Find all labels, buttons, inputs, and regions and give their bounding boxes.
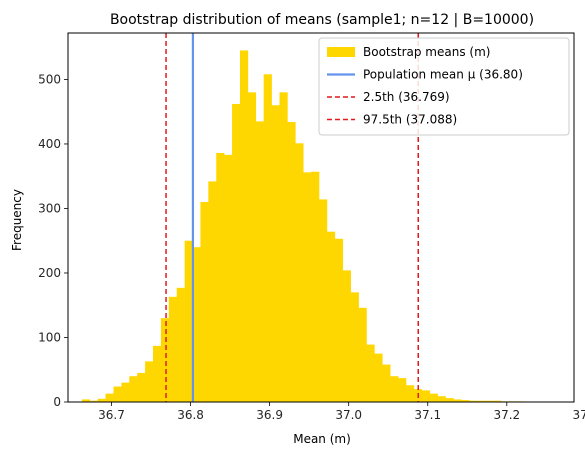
- histogram-bar: [247, 92, 257, 403]
- histogram-bar: [97, 398, 106, 402]
- histogram-bar: [366, 344, 375, 402]
- histogram-bar: [184, 240, 193, 402]
- histogram-bar: [271, 105, 280, 403]
- x-axis-label: Mean (m): [293, 432, 351, 446]
- histogram-bar: [224, 154, 233, 402]
- x-axis: 36.7 36.8 36.9 37.0 37.1 37.2 37.3: [98, 402, 585, 422]
- legend-label: 97.5th (37.088): [363, 113, 457, 127]
- histogram-bar: [160, 318, 170, 402]
- histogram-bar: [263, 74, 272, 402]
- histogram-bar: [398, 378, 407, 402]
- histogram-bar: [350, 292, 359, 402]
- histogram-bar: [200, 202, 209, 402]
- reference-lines: [165, 33, 419, 402]
- histogram-bar: [382, 364, 391, 402]
- histogram-bar: [89, 400, 98, 402]
- histogram-bar: [319, 199, 328, 402]
- histogram-bar: [492, 400, 502, 402]
- histogram-bar: [216, 152, 225, 402]
- y-tick-label: 300: [38, 201, 61, 215]
- x-tick-label: 36.8: [177, 408, 204, 422]
- histogram-bars: [81, 50, 525, 403]
- y-tick-label: 500: [38, 72, 61, 86]
- legend: Bootstrap means (m) Population mean μ (36…: [318, 37, 570, 136]
- histogram-bar: [81, 399, 91, 402]
- histogram-bar: [358, 307, 367, 402]
- histogram-bar: [176, 287, 185, 402]
- histogram-bar: [342, 270, 351, 402]
- legend-label: Population mean μ (36.80): [363, 68, 523, 82]
- histogram-bar: [469, 400, 478, 402]
- histogram-bar: [311, 171, 320, 402]
- legend-box: [318, 37, 570, 136]
- histogram-bar: [461, 400, 470, 402]
- chart-title: Bootstrap distribution of means (sample1…: [110, 12, 534, 28]
- histogram-bar: [390, 376, 399, 402]
- histogram-bar: [239, 50, 249, 402]
- histogram-bar: [477, 400, 486, 402]
- histogram-bar: [326, 231, 336, 402]
- y-tick-label: 0: [53, 395, 61, 409]
- histogram-bar: [485, 400, 494, 402]
- legend-swatch: [327, 47, 355, 57]
- histogram-bar: [287, 122, 296, 402]
- y-axis-label: Frequency: [10, 189, 24, 251]
- histogram-bar: [255, 121, 264, 403]
- histogram-bar: [113, 386, 122, 402]
- histogram-bar: [374, 353, 383, 402]
- legend-label: 2.5th (36.769): [363, 90, 450, 104]
- histogram-bar: [429, 393, 438, 402]
- histogram-bar: [152, 345, 162, 402]
- histogram-bar: [105, 393, 114, 402]
- y-tick-label: 100: [38, 330, 61, 344]
- histogram-bar: [208, 181, 217, 402]
- x-tick-label: 37.0: [335, 408, 362, 422]
- y-axis: 0 100 200 300 400 500: [38, 72, 68, 409]
- histogram-bar: [121, 382, 130, 402]
- histogram-bar: [129, 376, 138, 402]
- x-axis-label-text: Mean (m): [293, 432, 351, 446]
- x-tick-label: 36.7: [98, 408, 125, 422]
- histogram-bar: [279, 92, 288, 403]
- legend-label: Bootstrap means (m): [363, 45, 490, 59]
- x-tick-label: 37.3: [573, 408, 585, 422]
- histogram-bar: [295, 143, 304, 403]
- histogram-bar: [453, 399, 462, 402]
- x-tick-label: 37.1: [414, 408, 441, 422]
- histogram-bar: [334, 238, 344, 402]
- histogram-bar: [437, 396, 446, 402]
- plot-frame: [67, 32, 575, 403]
- histogram-bar: [137, 372, 146, 402]
- x-tick-label: 37.2: [493, 408, 520, 422]
- histogram-bar: [421, 390, 431, 402]
- histogram-bar: [168, 296, 178, 402]
- histogram-bar: [232, 103, 241, 402]
- histogram-bar: [445, 398, 454, 402]
- histogram-bar: [192, 247, 201, 402]
- y-tick-label: 400: [38, 137, 61, 151]
- x-tick-label: 36.9: [256, 408, 283, 422]
- y-tick-label: 200: [38, 266, 61, 280]
- histogram-bar: [303, 172, 312, 402]
- histogram-bar: [405, 385, 415, 402]
- histogram-bar: [145, 361, 154, 402]
